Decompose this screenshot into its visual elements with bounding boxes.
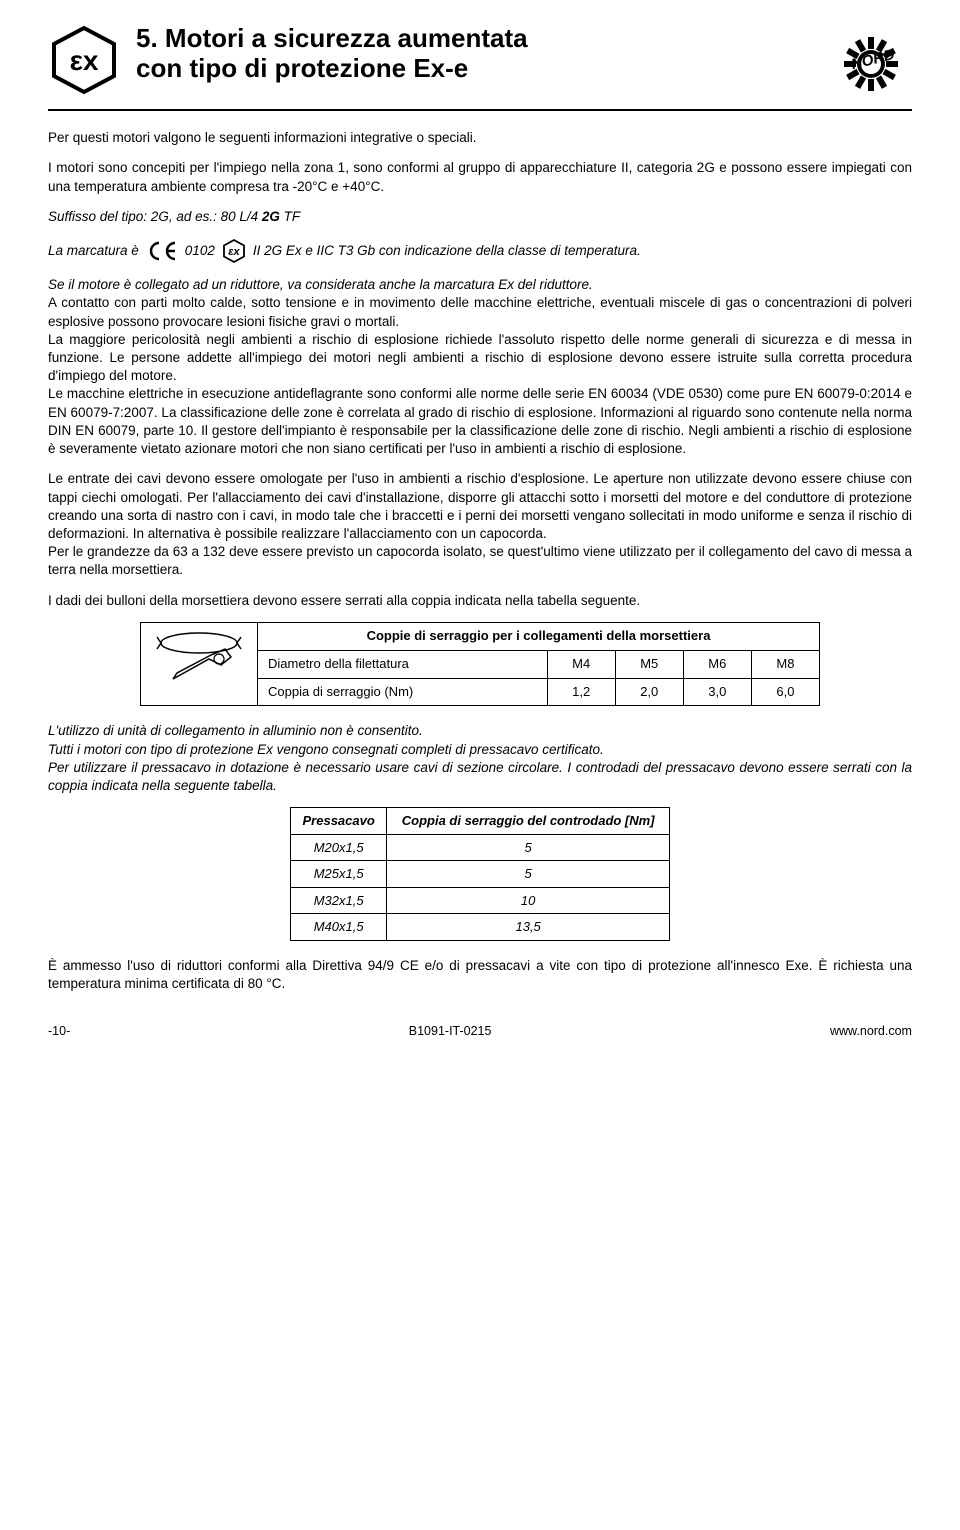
wrench-icon-cell <box>141 622 258 706</box>
intro-paragraph: Per questi motori valgono le seguenti in… <box>48 129 912 147</box>
ex-hexagon-icon: εx <box>48 24 120 101</box>
table1-row1-label: Diametro della filettatura <box>258 650 548 678</box>
riduttore-paragraph: Se il motore è collegato ad un riduttore… <box>48 276 912 294</box>
suffisso-pre: Suffisso del tipo: 2G, ad es.: 80 L/4 <box>48 209 262 224</box>
table1-title: Coppie di serraggio per i collegamenti d… <box>258 622 820 650</box>
torque-table: Coppie di serraggio per i collegamenti d… <box>140 622 820 707</box>
table1-col-1: M5 <box>615 650 683 678</box>
concepiti-paragraph: I motori sono concepiti per l'impiego ne… <box>48 159 912 195</box>
table2-row: M32x1,510 <box>291 887 670 914</box>
cavi-paragraph: Le entrate dei cavi devono essere omolog… <box>48 470 912 579</box>
svg-text:εx: εx <box>228 246 240 258</box>
footer-center: B1091-IT-0215 <box>409 1023 492 1040</box>
marcatura-post: II 2G Ex e IIC T3 Gb con indicazione del… <box>253 242 641 260</box>
pressacavo-table: Pressacavo Coppia di serraggio del contr… <box>290 807 670 941</box>
marcatura-line: La marcatura è 0102 εx II 2G Ex e IIC T3… <box>48 238 912 264</box>
ce-mark-icon <box>145 241 179 261</box>
table2-row: M25x1,55 <box>291 861 670 888</box>
main-paragraph: A contatto con parti molto calde, sotto … <box>48 294 912 458</box>
nord-logo-icon: NORD <box>830 24 912 101</box>
ex-small-icon: εx <box>221 238 247 264</box>
svg-text:εx: εx <box>70 45 99 76</box>
suffisso-post: TF <box>280 209 300 224</box>
t2-c: 13,5 <box>387 914 670 941</box>
table1-col-3: M8 <box>751 650 819 678</box>
suffisso-bold: 2G <box>262 209 280 224</box>
table2-row: M20x1,55 <box>291 834 670 861</box>
t2-c: M20x1,5 <box>291 834 387 861</box>
dadi-paragraph: I dadi dei bulloni della morsettiera dev… <box>48 592 912 610</box>
t2-c: M40x1,5 <box>291 914 387 941</box>
marcatura-pre: La marcatura è <box>48 242 139 260</box>
marcatura-0102: 0102 <box>185 242 215 260</box>
table1-val-3: 6,0 <box>751 678 819 706</box>
footer-right: www.nord.com <box>830 1023 912 1040</box>
table1-col-0: M4 <box>547 650 615 678</box>
table1-row2-label: Coppia di serraggio (Nm) <box>258 678 548 706</box>
title-line-2: con tipo di protezione Ex-e <box>136 53 468 83</box>
table2-header-2: Coppia di serraggio del controdado [Nm] <box>387 808 670 835</box>
page-title: 5. Motori a sicurezza aumentata con tipo… <box>136 24 814 84</box>
title-line-1: 5. Motori a sicurezza aumentata <box>136 23 528 53</box>
table1-val-0: 1,2 <box>547 678 615 706</box>
t2-c: 5 <box>387 861 670 888</box>
table1-val-1: 2,0 <box>615 678 683 706</box>
table1-col-2: M6 <box>683 650 751 678</box>
t2-c: 10 <box>387 887 670 914</box>
final-paragraph: È ammesso l'uso di riduttori conformi al… <box>48 957 912 993</box>
table2-header-1: Pressacavo <box>291 808 387 835</box>
t2-c: 5 <box>387 834 670 861</box>
table2-row: M40x1,513,5 <box>291 914 670 941</box>
suffisso-line: Suffisso del tipo: 2G, ad es.: 80 L/4 2G… <box>48 208 912 226</box>
page-header: εx 5. Motori a sicurezza aumentata con t… <box>48 24 912 111</box>
page-footer: -10- B1091-IT-0215 www.nord.com <box>48 1023 912 1040</box>
footer-left: -10- <box>48 1023 70 1040</box>
table1-val-2: 3,0 <box>683 678 751 706</box>
t2-c: M25x1,5 <box>291 861 387 888</box>
alluminio-paragraph: L'utilizzo di unità di collegamento in a… <box>48 722 912 795</box>
t2-c: M32x1,5 <box>291 887 387 914</box>
